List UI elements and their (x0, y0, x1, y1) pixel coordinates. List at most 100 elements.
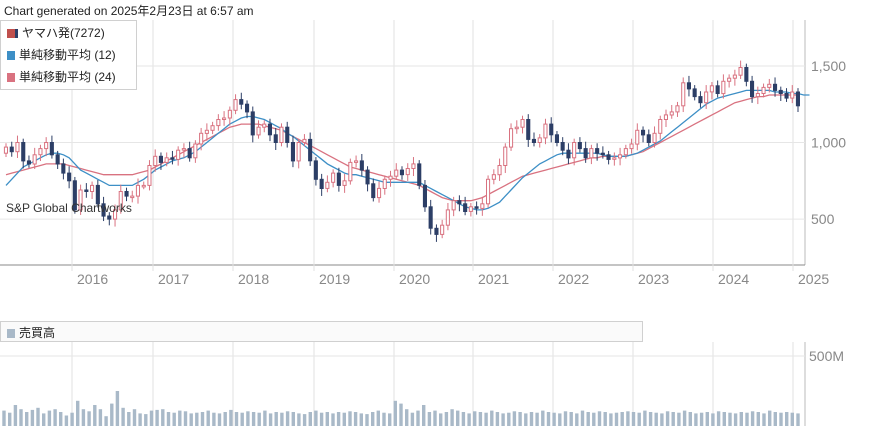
legend-label-volume: 売買高 (19, 326, 56, 340)
volume-bar (779, 412, 783, 426)
candle-body (233, 99, 238, 111)
candle-body (675, 105, 680, 113)
candle-body (738, 67, 743, 76)
candle-body (285, 126, 290, 143)
x-tick-label: 2025 (798, 271, 829, 287)
candle-body (606, 154, 611, 160)
legend-item-volume: 売買高 (7, 324, 55, 341)
candle-body (227, 109, 232, 119)
x-tick-label: 2019 (319, 271, 350, 287)
volume-bar (592, 412, 596, 426)
candle-body (445, 209, 450, 226)
volume-bar (393, 400, 397, 426)
volume-bar (149, 410, 154, 426)
volume-bar (376, 410, 380, 426)
candle-body (193, 143, 198, 159)
volume-bar (308, 412, 312, 426)
candle-body (359, 160, 364, 171)
volume-bar (507, 412, 511, 426)
candle-body (95, 184, 100, 205)
volume-bar (302, 414, 307, 426)
volume-bar (762, 413, 766, 426)
volume-bar (785, 412, 789, 426)
volume-legend: 売買高 (0, 321, 643, 342)
volume-bar (427, 412, 432, 426)
candle-body (537, 137, 542, 143)
volume-bar (314, 410, 318, 426)
candle-body (187, 148, 192, 159)
x-tick-label: 2021 (478, 271, 509, 287)
volume-bar (138, 413, 142, 426)
volume-bar (524, 413, 528, 426)
volume-bar (2, 410, 6, 426)
candle-body (417, 163, 422, 186)
volume-bar (388, 413, 392, 426)
volume-swatch-icon (7, 329, 15, 338)
candle-body (405, 168, 410, 176)
candle-body (663, 114, 669, 121)
volume-bar (331, 413, 335, 426)
volume-bar (711, 413, 715, 426)
candle-body (727, 77, 732, 82)
volume-bar (223, 412, 227, 426)
y-tick-label: 1,500 (811, 58, 846, 74)
volume-bar (251, 412, 256, 426)
volume-bar (212, 412, 216, 426)
volume-bar (728, 412, 732, 426)
candle-body (222, 117, 227, 120)
candle-body (784, 93, 789, 99)
volume-bar (155, 409, 159, 426)
volume-bar (42, 413, 46, 426)
y-tick-label: 1,000 (811, 135, 846, 151)
volume-bar (121, 407, 125, 426)
chart-generated-timestamp: Chart generated on 2025年2月23日 at 6:57 am (4, 4, 254, 18)
candle-body (78, 189, 83, 211)
candle-body (124, 191, 129, 197)
volume-bar (13, 405, 18, 426)
volume-bar (450, 409, 454, 426)
candle-body (755, 93, 760, 98)
candle-body (451, 200, 456, 211)
volume-bar (280, 412, 284, 426)
candle-body (153, 155, 158, 167)
candle-body (21, 142, 26, 162)
volume-bar (456, 410, 460, 426)
volume-bar (745, 412, 749, 426)
volume-bar (161, 409, 165, 426)
volume-bar (768, 410, 772, 426)
candle-body (526, 119, 531, 140)
candle-body (135, 184, 140, 197)
volume-bar (87, 411, 91, 426)
candle-body (503, 146, 508, 167)
candle-body (170, 157, 175, 160)
candle-body (623, 148, 628, 156)
candle-body (595, 148, 600, 154)
volume-bar (439, 413, 443, 426)
volume-bar (580, 410, 585, 426)
candle-body (560, 142, 565, 151)
volume-bar (8, 412, 12, 426)
volume-bar (512, 411, 517, 426)
volume-bar (410, 412, 415, 426)
volume-bar (206, 410, 210, 426)
candle-body (669, 111, 674, 116)
candle-body (262, 123, 267, 128)
volume-bar (796, 413, 800, 426)
volume-bar (790, 412, 794, 426)
candle-body (113, 209, 118, 220)
candle-body (348, 161, 353, 182)
candle-body (474, 206, 479, 209)
candle-body (572, 142, 577, 159)
volume-bar (648, 412, 653, 426)
candle-body (388, 175, 393, 180)
legend-label-ma24: 単純移動平均 (24) (19, 70, 116, 84)
candle-body (55, 154, 60, 165)
volume-bar (297, 413, 301, 426)
candle-body (778, 89, 783, 95)
volume-bar (319, 412, 324, 426)
candle-body (3, 146, 8, 154)
candle-body (652, 132, 657, 144)
x-tick-label: 2016 (77, 271, 108, 287)
candle-body (49, 142, 54, 156)
volume-bar (93, 405, 97, 426)
